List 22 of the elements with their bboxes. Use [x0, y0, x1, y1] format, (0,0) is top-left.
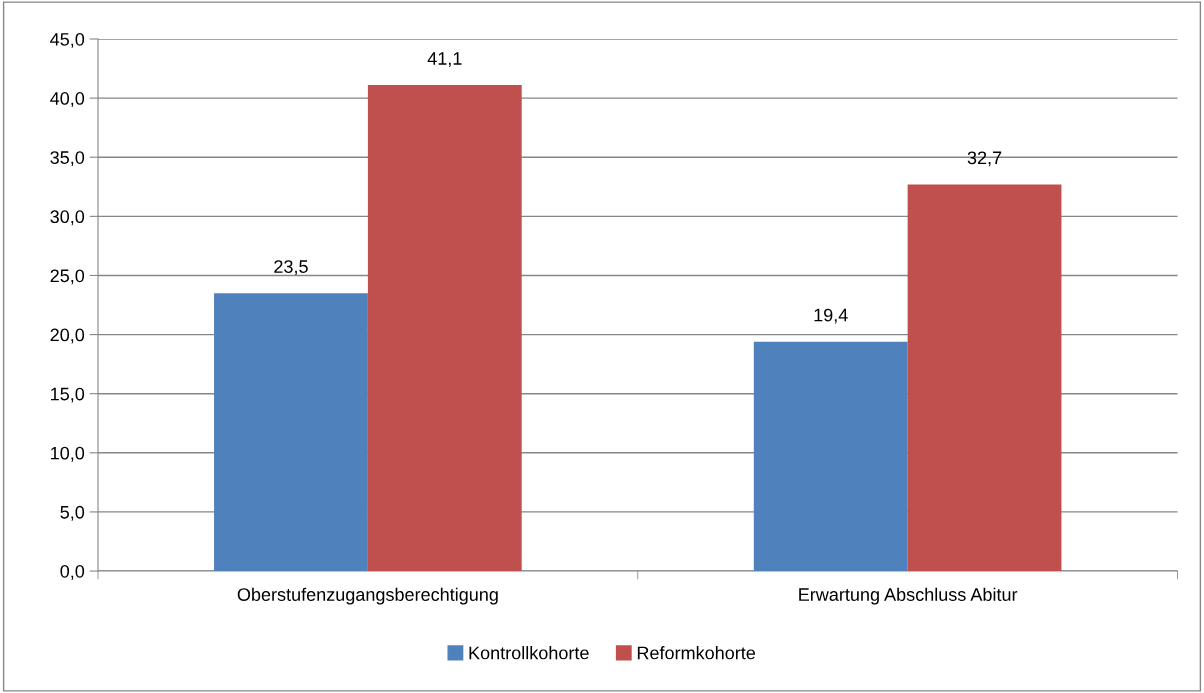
x-tick-label: Erwartung Abschluss Abitur: [799, 587, 1018, 605]
x-tick-label: Oberstufenzugangsberechtigung: [237, 587, 498, 605]
y-tick-label: 45,0: [50, 32, 85, 48]
bar: [907, 184, 1062, 572]
y-tick-label: 20,0: [50, 328, 85, 344]
data-label: 32,7: [967, 151, 1002, 167]
bar: [753, 341, 908, 572]
legend-label: Kontrollkohorte: [469, 646, 589, 660]
y-tick-label: 35,0: [50, 151, 85, 167]
legend-label: Reformkohorte: [637, 646, 756, 660]
y-tick-label: 5,0: [60, 505, 85, 521]
data-label: 41,1: [427, 52, 462, 68]
y-tick-label: 10,0: [51, 446, 85, 462]
data-label: 19,4: [814, 308, 848, 324]
bar: [367, 85, 522, 572]
y-tick-label: 15,0: [51, 387, 85, 403]
bar: [214, 293, 368, 572]
data-label: 23,5: [274, 260, 308, 276]
y-tick-label: 30,0: [50, 210, 85, 226]
y-tick-label: 0,0: [60, 564, 85, 580]
y-tick-label: 25,0: [50, 269, 85, 285]
y-tick-label: 40,0: [50, 92, 85, 107]
